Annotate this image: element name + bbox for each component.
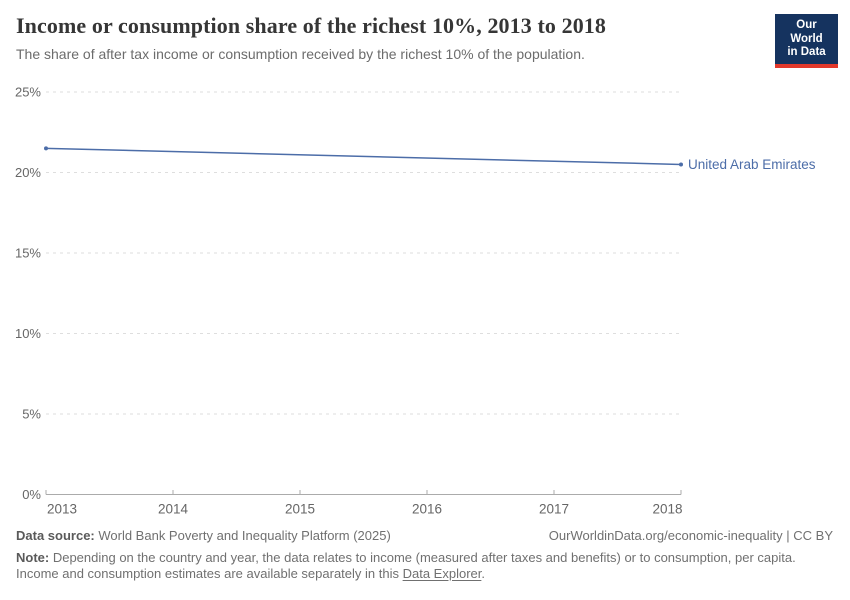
y-tick-label: 5%	[22, 407, 41, 422]
note-label: Note:	[16, 550, 50, 565]
chart-note: Note: Depending on the country and year,…	[16, 550, 833, 582]
x-tick-label: 2018	[652, 502, 682, 517]
x-tick-label: 2017	[539, 502, 569, 517]
series-endpoint-dot	[44, 146, 48, 151]
x-tick-label: 2015	[285, 502, 315, 517]
y-tick-label: 20%	[15, 165, 41, 180]
y-tick-label: 15%	[15, 246, 41, 261]
y-tick-label: 25%	[15, 85, 41, 100]
note-text-period: .	[481, 566, 485, 581]
x-tick-label: 2013	[47, 502, 77, 517]
chart-title: Income or consumption share of the riche…	[16, 13, 606, 38]
chart-header: Income or consumption share of the riche…	[16, 12, 766, 63]
chart-subtitle: The share of after tax income or consump…	[16, 46, 585, 62]
owid-url-link[interactable]: OurWorldinData.org/economic-inequality |…	[548, 528, 833, 543]
y-tick-label: 0%	[22, 487, 41, 502]
note-text-line2: Income and consumption estimates are ava…	[16, 566, 403, 581]
owid-logo-line1: Our World	[790, 19, 823, 45]
note-text-line1: Depending on the country and year, the d…	[49, 550, 796, 565]
owid-logo[interactable]: Our World in Data	[775, 14, 838, 68]
series-endpoint-dot	[679, 162, 683, 167]
y-tick-label: 10%	[15, 326, 41, 341]
entity-label[interactable]: United Arab Emirates	[688, 157, 816, 172]
owid-logo-line2: in Data	[787, 46, 826, 58]
series-line	[45, 147, 682, 166]
chart-footer: Data source: World Bank Poverty and Ineq…	[16, 528, 833, 582]
data-source-text: World Bank Poverty and Inequality Platfo…	[94, 528, 391, 543]
x-tick-label: 2014	[158, 502, 189, 517]
data-source-label: Data source:	[16, 528, 95, 543]
x-tick-label: 2016	[412, 502, 442, 517]
data-explorer-link[interactable]: Data Explorer	[402, 566, 482, 581]
data-source-line: Data source: World Bank Poverty and Ineq…	[16, 528, 391, 543]
